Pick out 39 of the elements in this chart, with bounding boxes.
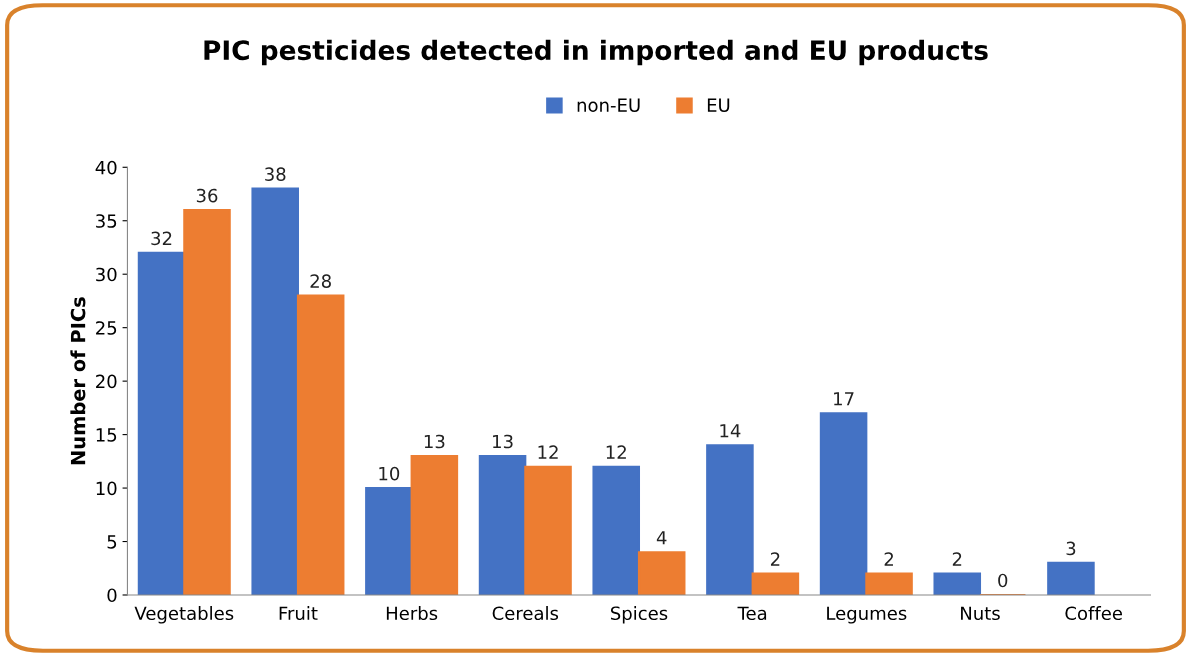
legend-label: non-EU (577, 98, 640, 112)
x-tick-label: Coffee (1065, 606, 1122, 621)
data-label: 38 (265, 167, 286, 181)
x-tick-label: Cereals (492, 606, 559, 621)
data-label: 2 (884, 552, 893, 566)
y-tick-label: 5 (107, 535, 117, 549)
x-tick-label: Fruit (279, 606, 318, 621)
data-label: 12 (538, 445, 558, 459)
y-tick-label: 40 (95, 160, 117, 175)
data-label: 10 (379, 466, 400, 481)
legend-label: EU (707, 98, 730, 112)
chart-title: PIC pesticides detected in imported and EU products (204, 39, 988, 66)
data-label: 32 (151, 231, 172, 246)
x-tick-label: Vegetables (134, 606, 234, 624)
data-label: 36 (196, 188, 218, 203)
data-label: 14 (720, 424, 741, 438)
data-label: 17 (834, 392, 854, 406)
y-tick-label: 10 (96, 481, 117, 496)
x-tick-label: Herbs (386, 606, 438, 621)
x-tick-label: Legumes (827, 606, 907, 624)
x-tick-label: Nuts (961, 606, 1000, 621)
data-label: 2 (770, 552, 780, 566)
y-tick-label: 0 (107, 588, 117, 603)
data-label: 13 (424, 434, 445, 449)
y-tick-label: 35 (96, 214, 117, 228)
y-tick-label: 15 (96, 428, 117, 442)
x-tick-label: Tea (737, 606, 767, 621)
data-label: 13 (493, 434, 513, 449)
data-label: 4 (656, 531, 667, 545)
y-tick-label: 30 (96, 267, 117, 282)
data-label: 2 (952, 552, 962, 566)
data-label: 28 (310, 274, 331, 288)
y-axis-title: Number of PICs (70, 297, 86, 465)
data-label: 12 (606, 445, 626, 459)
x-tick-label: Spices (610, 606, 668, 624)
y-tick-label: 25 (96, 321, 117, 335)
y-tick-label: 20 (96, 374, 117, 389)
data-label: 3 (1066, 541, 1076, 556)
data-label: 0 (998, 573, 1008, 588)
